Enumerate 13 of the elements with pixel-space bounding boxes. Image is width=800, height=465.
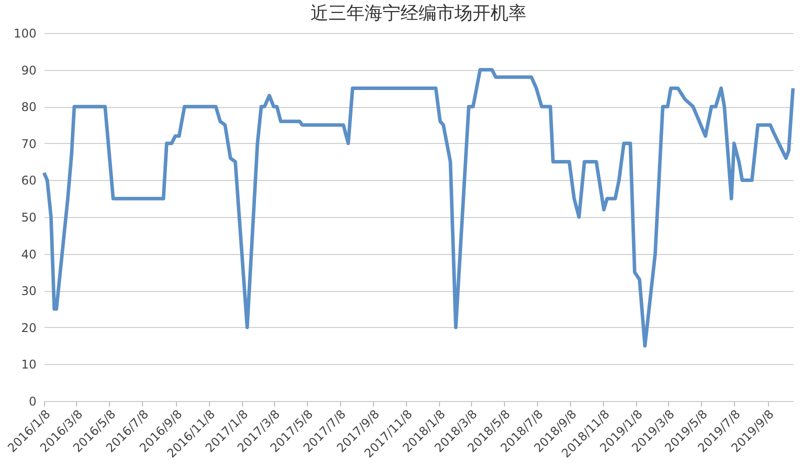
y-tick-label: 70: [21, 136, 36, 151]
y-tick-label: 10: [21, 358, 36, 372]
y-tick-label: 100: [14, 26, 36, 40]
y-tick-label: 90: [21, 63, 36, 78]
y-tick-label: 80: [21, 100, 36, 114]
y-tick-label: 50: [21, 210, 36, 224]
y-tick-label: 0: [28, 394, 36, 408]
chart-title: 近三年海宁经编市场开机率: [310, 3, 526, 24]
y-tick-label: 30: [21, 284, 36, 298]
y-tick-label: 40: [21, 247, 36, 262]
line-series: [42, 68, 795, 348]
y-tick-label: 20: [21, 320, 36, 335]
y-tick-label: 60: [21, 174, 36, 188]
